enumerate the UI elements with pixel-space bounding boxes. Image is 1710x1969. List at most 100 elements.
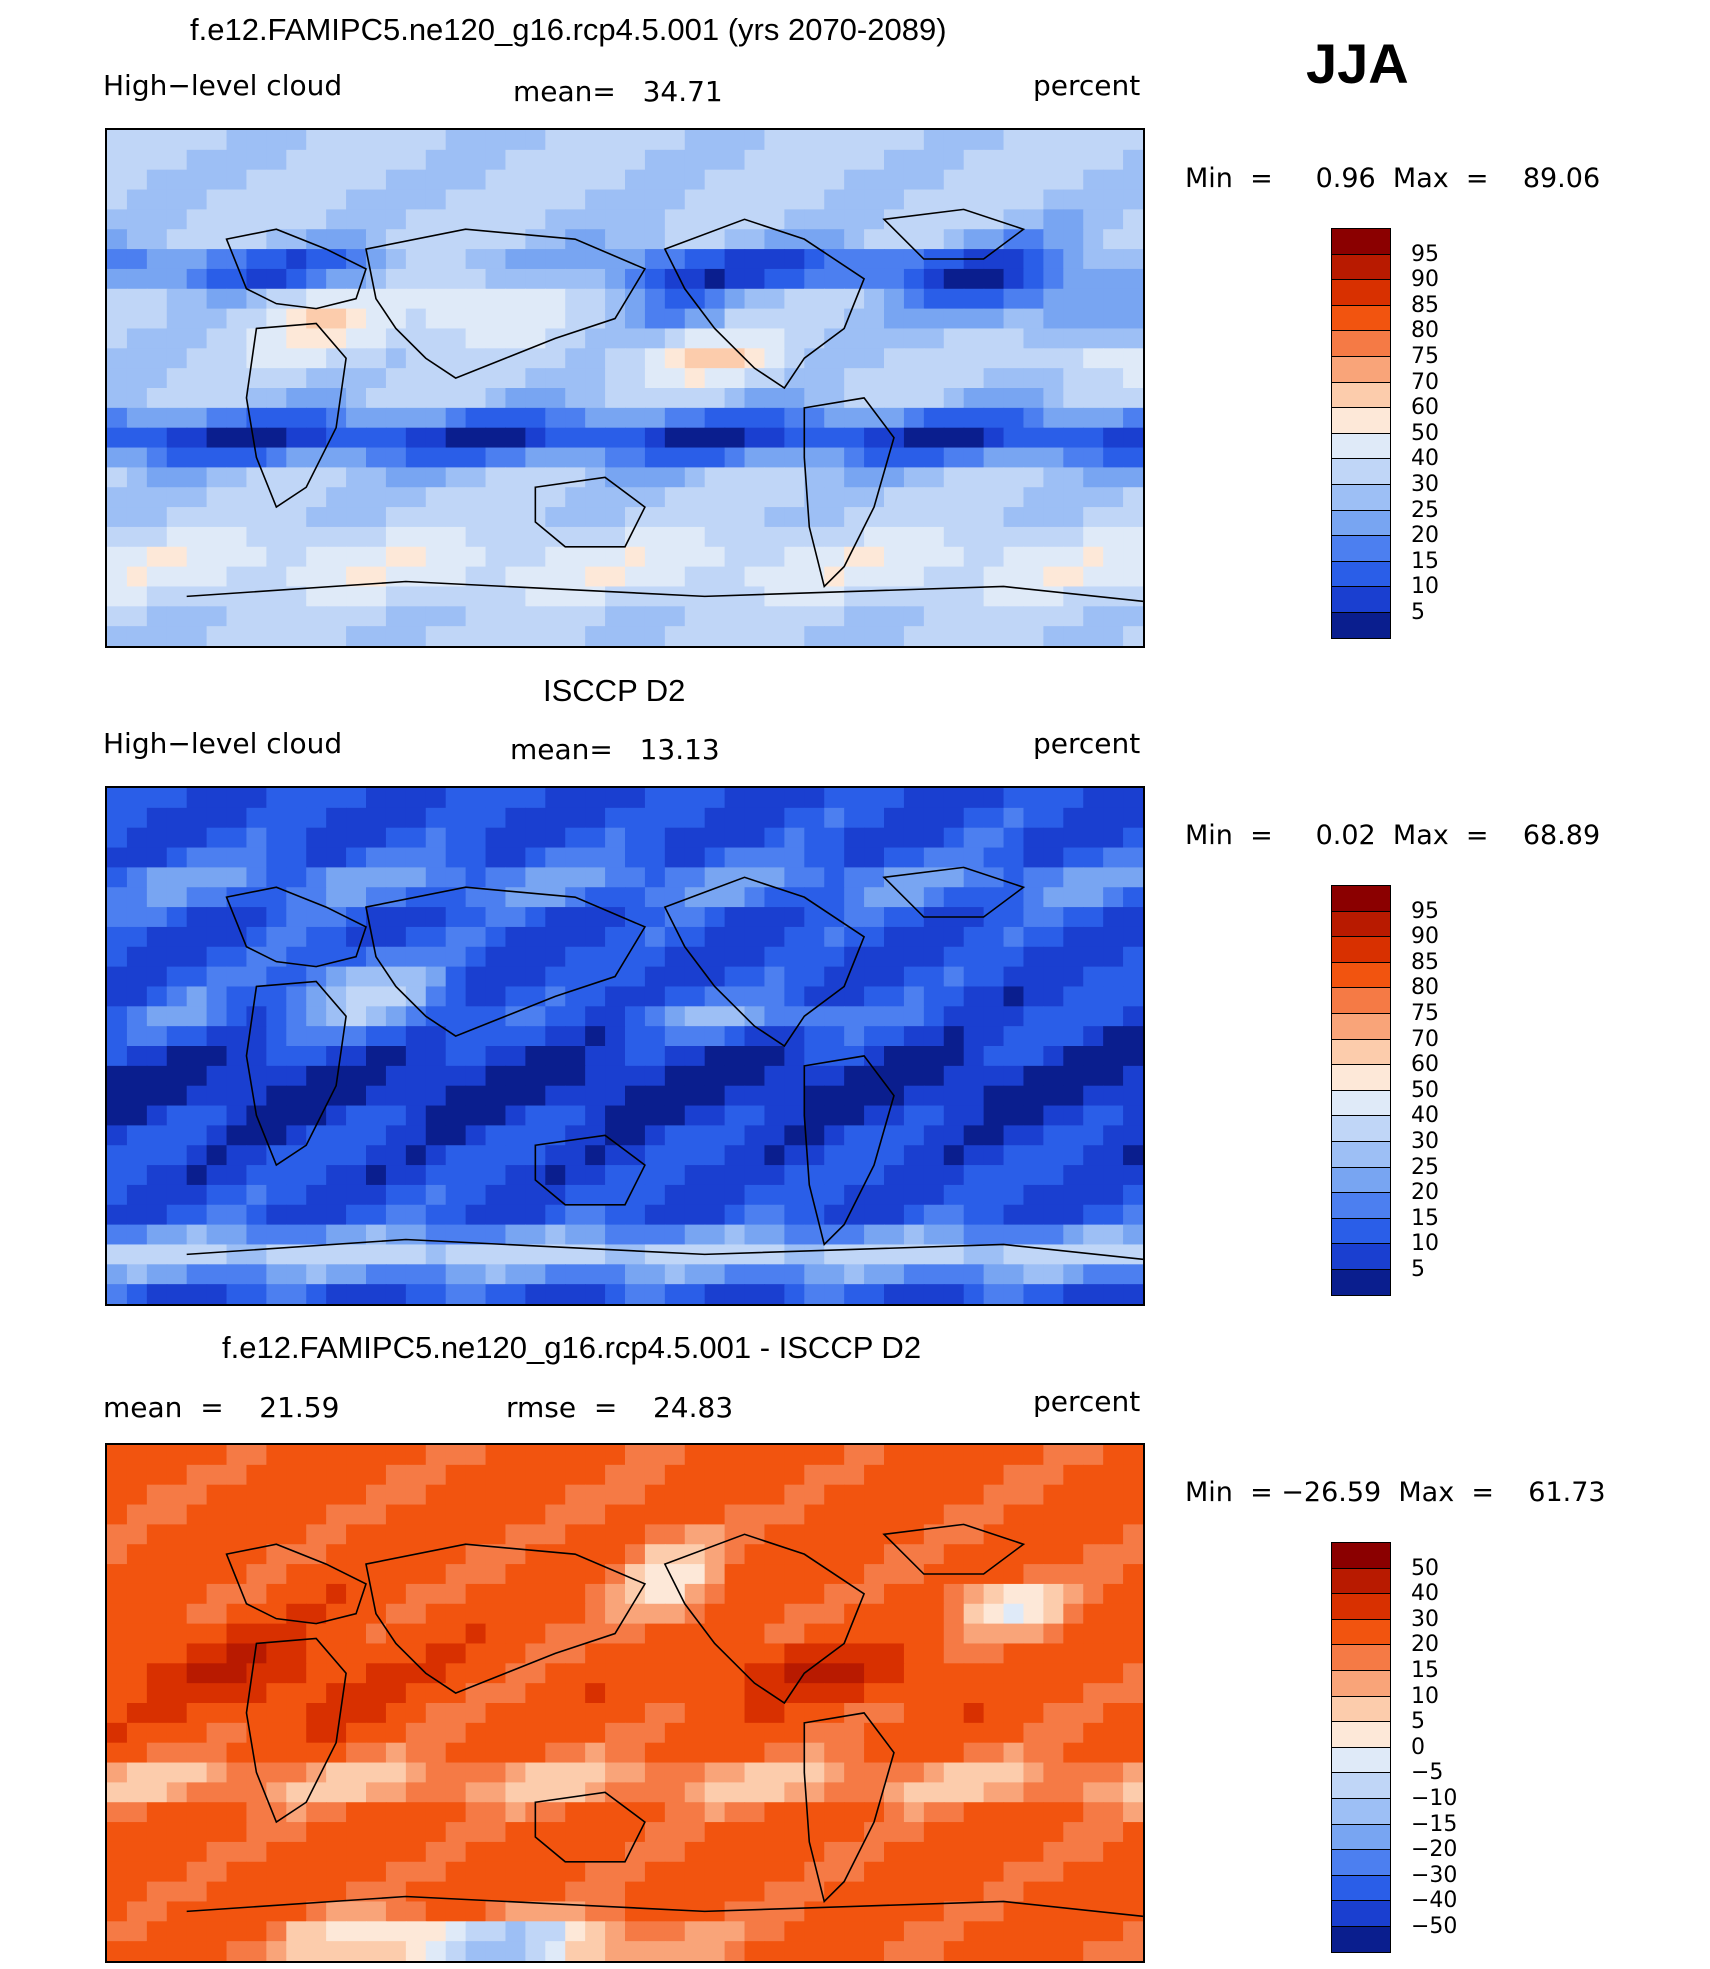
panel-2-minmax: Min = 0.02 Max = 68.89 — [1185, 820, 1601, 851]
colorbar-label: 15 — [1411, 548, 1439, 574]
coastline — [225, 1543, 367, 1625]
colorbar-label: 5 — [1411, 1709, 1425, 1735]
colorbar-label: 10 — [1411, 574, 1439, 600]
colorbar-swatch — [1331, 381, 1391, 409]
colorbar-label: −20 — [1411, 1837, 1458, 1863]
colorbar-swatch — [1331, 1746, 1391, 1774]
colorbar-swatch — [1331, 1166, 1391, 1194]
colorbar-label: −5 — [1411, 1760, 1444, 1786]
panel-2-title: ISCCP D2 — [543, 673, 686, 708]
coastline — [365, 1543, 647, 1694]
colorbar-label: 40 — [1411, 1581, 1439, 1607]
coastline — [534, 476, 646, 548]
colorbar-swatch — [1331, 228, 1391, 255]
colorbar-swatch — [1331, 1243, 1391, 1270]
colorbar-label: 85 — [1411, 949, 1439, 975]
panel-1-map — [105, 128, 1145, 648]
colorbar-label: 5 — [1411, 1257, 1425, 1282]
colorbar-label: 25 — [1411, 1154, 1439, 1180]
colorbar-swatch — [1331, 1140, 1391, 1168]
colorbar-swatch — [1331, 1925, 1391, 1953]
colorbar-swatch — [1331, 1542, 1391, 1569]
colorbar-label: 80 — [1411, 318, 1439, 344]
colorbar-swatch — [1331, 1115, 1391, 1142]
colorbar-swatch — [1331, 1874, 1391, 1902]
panel-2-mean-label: mean= 13.13 — [510, 733, 720, 766]
coastline — [663, 218, 866, 390]
colorbar-label: 50 — [1411, 1077, 1439, 1103]
colorbar-label: 20 — [1411, 523, 1439, 549]
colorbar-label: −15 — [1411, 1811, 1458, 1837]
coastline — [882, 866, 1026, 918]
colorbar-swatch — [1331, 432, 1391, 460]
colorbar-label: 0 — [1411, 1734, 1425, 1760]
colorbar-label: 30 — [1411, 1606, 1439, 1632]
coastline — [803, 1055, 895, 1247]
coastline — [186, 1895, 1143, 1918]
coastline — [534, 1134, 646, 1206]
colorbar-label: 85 — [1411, 292, 1439, 318]
colorbar-label: 60 — [1411, 1052, 1439, 1078]
panel-1-variable-label: High−level cloud — [103, 69, 343, 102]
coastline — [882, 208, 1026, 260]
colorbar-swatch — [1331, 961, 1391, 989]
panel-1-map-svg — [107, 130, 1143, 646]
panel-1-minmax: Min = 0.96 Max = 89.06 — [1185, 163, 1601, 194]
colorbar-label: 25 — [1411, 497, 1439, 523]
colorbar-swatch — [1331, 1217, 1391, 1245]
colorbar-swatch — [1331, 1593, 1391, 1620]
colorbar-label: 40 — [1411, 1103, 1439, 1129]
coastline — [225, 228, 367, 310]
colorbar-swatch — [1331, 304, 1391, 332]
colorbar-swatch — [1331, 885, 1391, 912]
colorbar-swatch — [1331, 535, 1391, 562]
panel-3-map — [105, 1443, 1145, 1963]
colorbar-swatch — [1331, 1797, 1391, 1825]
coastline — [225, 886, 367, 968]
coastline — [245, 1637, 347, 1824]
colorbar-swatch — [1331, 509, 1391, 537]
coastline — [663, 876, 866, 1048]
colorbar-swatch — [1331, 1721, 1391, 1748]
colorbar-label: 40 — [1411, 446, 1439, 472]
panel-2-colorbar: 95 90 85 80 75 70 60 50 40 30 25 20 15 10 5 — [1331, 885, 1439, 1296]
colorbar-swatch — [1331, 253, 1391, 281]
panel-3-colorbar: 50 40 30 20 15 10 5 0 −5 −10 −15 −20 −30 −40 −50 — [1331, 1542, 1457, 1953]
coastline — [365, 228, 647, 379]
coastline — [803, 1712, 895, 1904]
colorbar-label: 80 — [1411, 975, 1439, 1001]
colorbar-swatch — [1331, 560, 1391, 588]
colorbar-label: 5 — [1411, 600, 1425, 625]
coastline — [186, 1238, 1143, 1261]
colorbar-label: 95 — [1411, 241, 1439, 267]
coastline — [803, 397, 895, 589]
colorbar-swatch — [1331, 1064, 1391, 1091]
colorbar-swatch — [1331, 1695, 1391, 1723]
colorbar-swatch — [1331, 1192, 1391, 1219]
coastline — [663, 1533, 866, 1705]
colorbar-label: 70 — [1411, 1026, 1439, 1052]
colorbar-swatch — [1331, 1038, 1391, 1066]
coastline — [245, 322, 347, 509]
colorbar-label: 90 — [1411, 267, 1439, 293]
colorbar-label: −10 — [1411, 1786, 1458, 1811]
coastline — [534, 1791, 646, 1863]
colorbar-label: −40 — [1411, 1888, 1458, 1914]
colorbar-swatch — [1331, 1849, 1391, 1876]
colorbar-label: −50 — [1411, 1914, 1458, 1939]
colorbar-label: 30 — [1411, 472, 1439, 497]
colorbar-label: 50 — [1411, 420, 1439, 446]
colorbar-label: 20 — [1411, 1180, 1439, 1206]
coastline — [365, 886, 647, 1037]
colorbar-swatch — [1331, 1823, 1391, 1851]
panel-3-map-svg — [107, 1445, 1143, 1961]
colorbar-swatch — [1331, 407, 1391, 434]
panel-1-units-label: percent — [1033, 69, 1141, 102]
colorbar-swatch — [1331, 279, 1391, 306]
panel-2-map — [105, 786, 1145, 1306]
colorbar-swatch — [1331, 1900, 1391, 1927]
colorbar-label: 30 — [1411, 1129, 1439, 1154]
colorbar-swatch — [1331, 1772, 1391, 1799]
colorbar-label: −30 — [1411, 1862, 1458, 1888]
colorbar-swatch — [1331, 1012, 1391, 1040]
